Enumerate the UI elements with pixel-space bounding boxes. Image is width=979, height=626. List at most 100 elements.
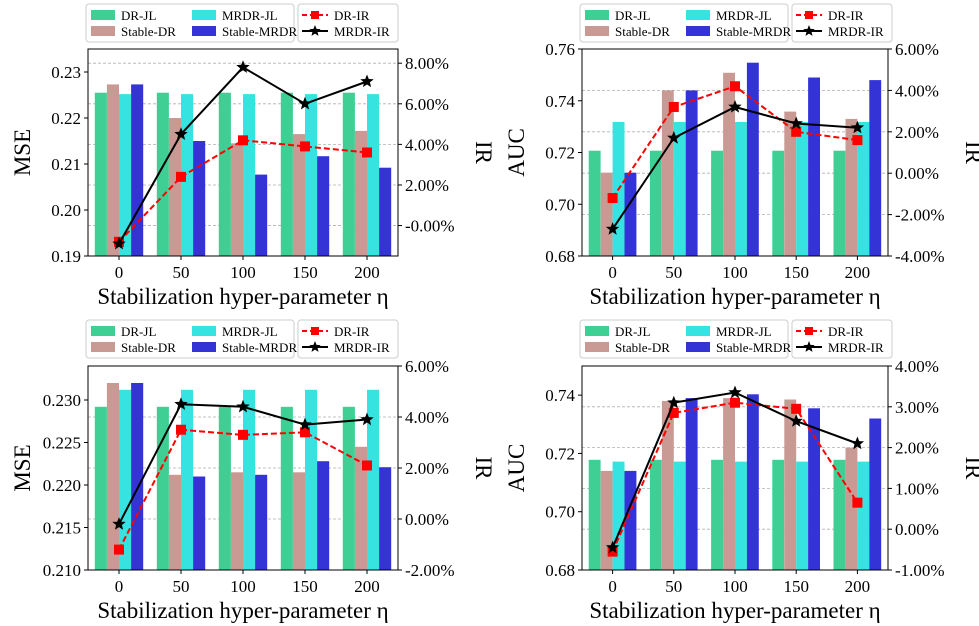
marker-dr-ir-100 (238, 429, 248, 440)
y-axis-label: AUC (504, 128, 529, 177)
marker-dr-ir-150 (791, 403, 802, 414)
bar-stable-dr-100 (723, 72, 735, 256)
x-tick-label: 100 (230, 263, 256, 282)
marker-mrdr-ir-50 (174, 397, 188, 410)
legend-label: DR-IR (828, 324, 864, 339)
legend-swatch-mrdr-jl (686, 326, 710, 336)
marker-mrdr-ir-150 (789, 414, 803, 427)
bar-stable-mrdr-200 (869, 80, 882, 256)
y-tick-label: 0.68 (545, 247, 575, 266)
y2-tick-label: 4.00% (405, 408, 449, 427)
marker-mrdr-ir-50 (174, 127, 188, 140)
legend-label: MRDR-JL (716, 8, 772, 23)
legend-swatch-dr-jl (91, 326, 115, 336)
legend-label: Stable-DR (615, 340, 670, 355)
bar-mrdr-jl-200 (367, 389, 380, 570)
x-tick-label: 0 (115, 263, 124, 282)
bar-stable-dr-50 (661, 90, 674, 257)
marker-mrdr-ir-200 (360, 74, 374, 88)
y2-tick-label: -0.00% (405, 217, 455, 236)
y2-tick-label: 6.00% (405, 357, 449, 376)
y-tick-label: 0.22 (51, 109, 81, 128)
x-tick-label: 200 (845, 577, 871, 596)
bar-mrdr-jl-50 (673, 461, 686, 570)
marker-mrdr-ir-100 (236, 60, 250, 73)
y-tick-label: 0.210 (43, 561, 81, 580)
marker-dr-ir-0 (607, 546, 618, 557)
bar-mrdr-jl-100 (243, 94, 256, 256)
legend-marker-mrdr-ir (803, 341, 815, 352)
y-tick-label: 0.70 (545, 503, 575, 522)
x-tick-label: 150 (783, 577, 809, 596)
legend-swatch-mrdr-jl (192, 10, 216, 20)
marker-dr-ir-50 (176, 171, 186, 182)
legend-lines-box (791, 3, 893, 43)
legend-label: Stable-DR (121, 24, 176, 39)
bar-mrdr-jl-150 (796, 461, 809, 570)
legend-label: MRDR-IR (334, 340, 390, 355)
bar-stable-mrdr-0 (131, 84, 144, 257)
bar-mrdr-jl-200 (857, 122, 870, 256)
y-axis-label: MSE (10, 129, 35, 176)
bar-dr-jl-100 (711, 150, 723, 256)
y-tick-label: 0.76 (545, 40, 575, 59)
bar-stable-dr-150 (784, 399, 797, 570)
marker-mrdr-ir-150 (789, 116, 803, 130)
y-tick-label: 0.230 (43, 391, 81, 410)
bar-mrdr-jl-150 (305, 94, 318, 256)
legend-label: MRDR-JL (222, 324, 278, 339)
y2-tick-label: 6.00% (895, 40, 939, 59)
bar-stable-dr-100 (230, 143, 243, 256)
bar-dr-jl-0 (94, 406, 107, 570)
legend-swatch-dr-jl (91, 10, 115, 20)
bar-mrdr-jl-150 (305, 389, 318, 570)
x-tick-label: 150 (292, 577, 318, 596)
x-tick-label: 50 (665, 263, 682, 282)
legend-swatch-stable-mrdr (686, 26, 710, 36)
marker-dr-ir-50 (668, 101, 679, 112)
legend-label: Stable-MRDR (222, 24, 297, 39)
legend-marker-dr-ir (311, 327, 319, 335)
bar-stable-dr-200 (845, 447, 858, 570)
marker-dr-ir-100 (730, 397, 740, 408)
chart-panel-3: 0.210 0.215 0.220 0.225 0.230 -2.00% 0.00% 2.00… (10, 319, 496, 623)
y-tick-label: 0.20 (51, 201, 81, 220)
y2-tick-label: 3.00% (895, 398, 939, 417)
x-tick-label: 0 (608, 263, 617, 282)
marker-dr-ir-200 (362, 147, 372, 158)
bar-dr-jl-50 (649, 459, 662, 570)
legend-label: DR-JL (121, 324, 156, 339)
legend-lines-box (297, 3, 399, 43)
bar-stable-mrdr-150 (808, 408, 820, 570)
bar-dr-jl-150 (280, 406, 293, 570)
y-axis-label: AUC (504, 444, 529, 493)
y-tick-label: 0.74 (545, 92, 575, 111)
legend-swatch-stable-dr (91, 342, 115, 352)
legend-label: Stable-DR (121, 340, 176, 355)
legend-marker-dr-ir (805, 11, 813, 19)
marker-dr-ir-200 (852, 497, 863, 508)
y2-tick-label: -2.00% (895, 206, 945, 225)
y-tick-label: 0.21 (51, 155, 81, 174)
bar-dr-jl-50 (156, 92, 169, 256)
bar-mrdr-jl-150 (796, 122, 809, 256)
bar-stable-mrdr-50 (685, 90, 698, 257)
x-tick-label: 0 (608, 577, 617, 596)
legend-swatch-mrdr-jl (686, 10, 710, 20)
bar-stable-dr-200 (354, 446, 367, 571)
y2-tick-label: 8.00% (405, 54, 449, 73)
x-tick-label: 0 (115, 577, 124, 596)
bar-stable-mrdr-0 (624, 172, 637, 256)
legend-label: DR-IR (334, 324, 370, 339)
legend-label: MRDR-IR (334, 24, 390, 39)
y-tick-label: 0.220 (43, 476, 81, 495)
x-tick-label: 200 (845, 263, 871, 282)
bar-stable-mrdr-100 (255, 474, 268, 570)
x-tick-label: 100 (722, 263, 748, 282)
legend-marker-mrdr-ir (803, 25, 815, 36)
bar-stable-mrdr-150 (317, 156, 330, 256)
bar-mrdr-jl-200 (857, 461, 870, 570)
marker-mrdr-ir-0 (112, 236, 126, 250)
legend-label: MRDR-JL (716, 324, 772, 339)
x-tick-label: 100 (230, 577, 256, 596)
